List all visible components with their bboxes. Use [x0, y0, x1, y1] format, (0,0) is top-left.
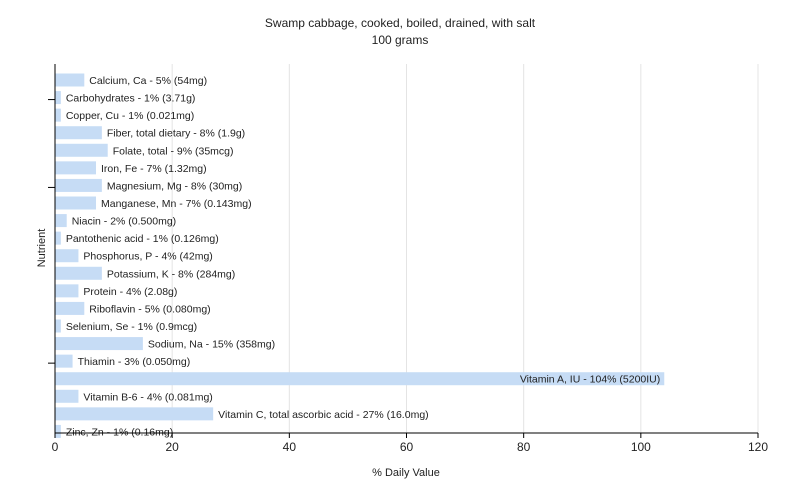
- bar-9: [55, 231, 61, 245]
- bar-label-9: Pantothenic acid - 1% (0.126mg): [66, 233, 219, 245]
- x-tick-label-1: 20: [165, 440, 179, 454]
- bar-12: [55, 284, 79, 298]
- bar-16: [55, 354, 73, 368]
- bar-7: [55, 196, 97, 210]
- bar-14: [55, 319, 61, 333]
- bar-label-16: Thiamin - 3% (0.050mg): [78, 356, 191, 368]
- x-ticks: 0 20 40 60 80 100 120: [52, 433, 768, 454]
- bar-label-0: Calcium, Ca - 5% (54mg): [89, 75, 207, 87]
- bar-5: [55, 161, 97, 175]
- chart-title: Swamp cabbage, cooked, boiled, drained, …: [265, 16, 536, 30]
- bar-label-5: Iron, Fe - 7% (1.32mg): [101, 163, 207, 175]
- x-axis-title: % Daily Value: [372, 467, 440, 479]
- bar-label-19: Vitamin C, total ascorbic acid - 27% (16…: [218, 409, 428, 421]
- bar-17: [55, 372, 665, 386]
- grid-lines: [171, 64, 759, 433]
- bar-label-1: Carbohydrates - 1% (3.71g): [66, 93, 196, 105]
- bar-label-10: Phosphorus, P - 4% (42mg): [83, 251, 212, 263]
- x-tick-label-3: 60: [400, 440, 414, 454]
- bar-label-15: Sodium, Na - 15% (358mg): [148, 339, 275, 351]
- bar-18: [55, 389, 79, 403]
- bar-10: [55, 249, 79, 263]
- bar-label-14: Selenium, Se - 1% (0.9mcg): [66, 321, 197, 333]
- x-tick-label-4: 80: [517, 440, 531, 454]
- bar-15: [55, 337, 143, 351]
- x-tick-label-6: 120: [748, 440, 768, 454]
- bar-6: [55, 178, 102, 192]
- bar-8: [55, 214, 67, 228]
- bar-label-13: Riboflavin - 5% (0.080mg): [89, 303, 210, 315]
- x-tick-label-2: 40: [283, 440, 297, 454]
- bar-0: [55, 73, 85, 87]
- bar-label-2: Copper, Cu - 1% (0.021mg): [66, 110, 194, 122]
- chart-subtitle: 100 grams: [372, 33, 429, 47]
- bar-label-12: Protein - 4% (2.08g): [83, 286, 177, 298]
- y-axis-title: Nutrient: [36, 229, 48, 268]
- bar-1: [55, 91, 61, 105]
- x-tick-label-0: 0: [52, 440, 59, 454]
- x-tick-label-5: 100: [631, 440, 651, 454]
- bar-13: [55, 301, 85, 315]
- bar-19: [55, 407, 214, 421]
- bar-label-6: Magnesium, Mg - 8% (30mg): [107, 180, 242, 192]
- bar-3: [55, 126, 102, 140]
- bar-label-20: Zinc, Zn - 1% (0.16mg): [66, 426, 173, 438]
- bar-2: [55, 108, 61, 122]
- bar-label-8: Niacin - 2% (0.500mg): [72, 216, 176, 228]
- bar-label-17: Vitamin A, IU - 104% (5200IU): [520, 374, 660, 386]
- bar-11: [55, 266, 102, 280]
- bar-label-7: Manganese, Mn - 7% (0.143mg): [101, 198, 252, 210]
- bar-label-18: Vitamin B-6 - 4% (0.081mg): [83, 391, 212, 403]
- bars: Calcium, Ca - 5% (54mg) Carbohydrates - 1…: [55, 73, 665, 438]
- bar-label-4: Folate, total - 9% (35mcg): [113, 145, 234, 157]
- bar-label-3: Fiber, total dietary - 8% (1.9g): [107, 128, 245, 140]
- bar-label-11: Potassium, K - 8% (284mg): [107, 268, 235, 280]
- bar-4: [55, 143, 108, 157]
- bar-20: [55, 424, 61, 438]
